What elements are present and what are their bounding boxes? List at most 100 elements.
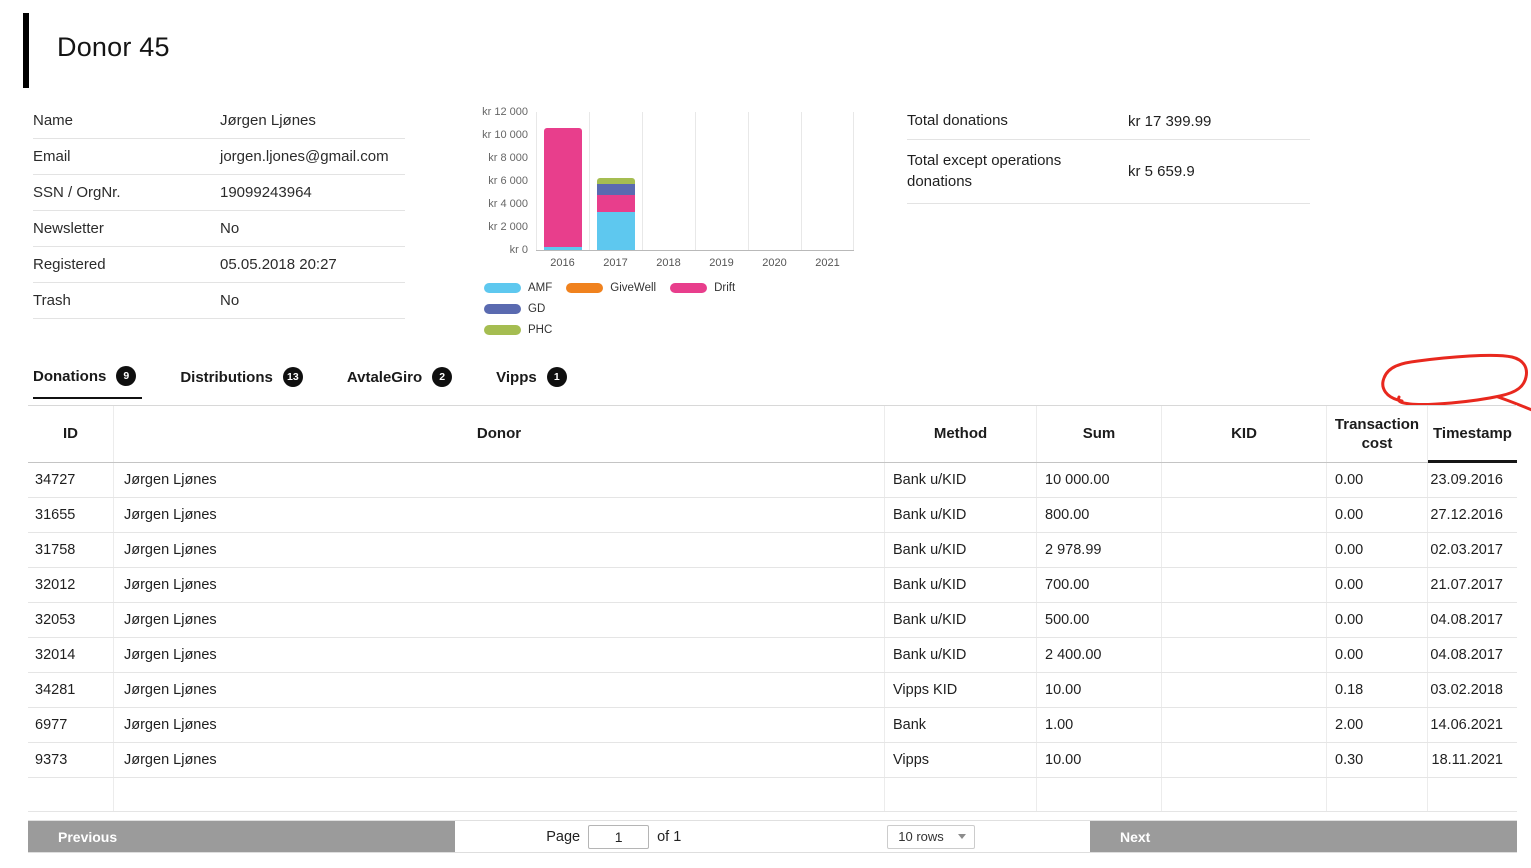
totals-panel: Total donations kr 17 399.99 Total excep… bbox=[907, 103, 1310, 204]
info-label: Registered bbox=[33, 256, 106, 273]
cell-method: Bank u/KID bbox=[884, 533, 1036, 567]
legend-swatch bbox=[670, 283, 708, 293]
chart-legend: AMF GiveWell Drift GD PHC bbox=[484, 282, 814, 345]
cell-id: 31758 bbox=[35, 542, 76, 558]
y-tick-label: kr 8 000 bbox=[488, 152, 528, 164]
cell-kid bbox=[1161, 463, 1326, 497]
table-row[interactable]: 31655 Jørgen Ljønes Bank u/KID 800.00 0.00 27… bbox=[28, 498, 1517, 533]
bar-segment-drift bbox=[543, 128, 582, 247]
page-of-label: of 1 bbox=[657, 828, 682, 845]
info-row: SSN / OrgNr. 19099243964 bbox=[33, 175, 405, 211]
column-header-donor[interactable]: Donor bbox=[113, 406, 884, 462]
gridline bbox=[642, 112, 643, 250]
pager-middle: Page of 1 10 rows bbox=[455, 821, 1090, 852]
cell-id: 9373 bbox=[35, 752, 68, 768]
table-row[interactable]: 32012 Jørgen Ljønes Bank u/KID 700.00 0.00 21… bbox=[28, 568, 1517, 603]
cell-cost: 0.00 bbox=[1326, 568, 1427, 602]
info-value: jorgen.ljones@gmail.com bbox=[220, 148, 389, 165]
cell-sum: 800.00 bbox=[1036, 498, 1161, 532]
column-header-id[interactable]: ID bbox=[63, 425, 78, 443]
legend-label: GiveWell bbox=[610, 282, 657, 294]
tab-distributions[interactable]: Distributions 13 bbox=[180, 366, 309, 399]
tab-label: AvtaleGiro bbox=[346, 368, 423, 386]
tab-donations[interactable]: Donations 9 bbox=[33, 366, 143, 399]
table-row[interactable]: 34727 Jørgen Ljønes Bank u/KID 10 000.00 0.0… bbox=[28, 463, 1517, 498]
cell-id: 32053 bbox=[35, 612, 76, 628]
legend-swatch bbox=[484, 283, 521, 293]
tabs: Donations 9 Distributions 13 AvtaleGiro … bbox=[33, 366, 611, 399]
page-title: Donor 45 bbox=[57, 32, 170, 62]
cell-id: 31655 bbox=[35, 507, 76, 523]
info-label: Email bbox=[33, 148, 71, 165]
cell-donor: Jørgen Ljønes bbox=[113, 568, 884, 602]
next-page-button[interactable]: Next bbox=[1090, 821, 1517, 852]
gridline bbox=[589, 112, 590, 250]
legend-item-amf: AMF bbox=[484, 282, 552, 294]
column-header-timestamp[interactable]: Timestamp bbox=[1427, 406, 1517, 463]
tab-count-badge: 9 bbox=[116, 366, 137, 386]
cell-kid bbox=[1161, 638, 1326, 672]
x-tick-label: 2019 bbox=[709, 257, 734, 269]
cell-timestamp: 04.08.2017 bbox=[1427, 638, 1517, 672]
totals-label: Total donations bbox=[907, 111, 1008, 129]
y-tick-label: kr 6 000 bbox=[488, 175, 528, 187]
cell-kid bbox=[1161, 673, 1326, 707]
table-row[interactable]: 31758 Jørgen Ljønes Bank u/KID 2 978.99 0.00… bbox=[28, 533, 1517, 568]
table-row[interactable]: 34281 Jørgen Ljønes Vipps KID 10.00 0.18 03.0… bbox=[28, 673, 1517, 708]
cell-kid bbox=[1161, 743, 1326, 777]
totals-row: Total donations kr 17 399.99 bbox=[907, 103, 1310, 140]
cell-kid bbox=[1161, 498, 1326, 532]
cell-timestamp: 21.07.2017 bbox=[1427, 568, 1517, 602]
info-value: 05.05.2018 20:27 bbox=[220, 256, 337, 273]
page-label: Page bbox=[546, 828, 581, 845]
cell-donor: Jørgen Ljønes bbox=[113, 603, 884, 637]
bar-segment-phc bbox=[596, 177, 635, 185]
cell-method: Bank u/KID bbox=[884, 498, 1036, 532]
cell-donor: Jørgen Ljønes bbox=[113, 638, 884, 672]
table-row[interactable]: 32053 Jørgen Ljønes Bank u/KID 500.00 0.00 04… bbox=[28, 603, 1517, 638]
bar-column bbox=[642, 112, 695, 250]
chart-plot bbox=[536, 112, 854, 251]
cell-donor: Jørgen Ljønes bbox=[113, 673, 884, 707]
cell-timestamp: 14.06.2021 bbox=[1427, 708, 1517, 742]
column-header-transaction-cost[interactable]: Transaction cost bbox=[1326, 406, 1427, 462]
column-header-method[interactable]: Method bbox=[884, 406, 1036, 462]
x-tick-label: 2017 bbox=[603, 257, 628, 269]
table-row[interactable]: 9373 Jørgen Ljønes Vipps 10.00 0.30 18.11.202… bbox=[28, 743, 1517, 778]
chart-x-axis: 2016 2017 2018 2019 2020 2021 bbox=[536, 257, 854, 269]
table-body: 34727 Jørgen Ljønes Bank u/KID 10 000.00 0.0… bbox=[28, 463, 1517, 812]
cell-empty bbox=[884, 778, 1036, 811]
rows-select-value: 10 rows bbox=[898, 829, 944, 844]
legend-label: AMF bbox=[528, 282, 553, 294]
table-row[interactable]: 32014 Jørgen Ljønes Bank u/KID 2 400.00 0.00… bbox=[28, 638, 1517, 673]
x-tick-label: 2018 bbox=[656, 257, 681, 269]
previous-page-button[interactable]: Previous bbox=[28, 821, 455, 852]
column-header-kid[interactable]: KID bbox=[1161, 406, 1326, 462]
rows-per-page-select[interactable]: 10 rows bbox=[887, 824, 976, 849]
y-tick-label: kr 12 000 bbox=[482, 106, 528, 118]
tab-avtalegiro[interactable]: AvtaleGiro 2 bbox=[347, 366, 458, 399]
tab-vipps[interactable]: Vipps 1 bbox=[496, 366, 573, 399]
cell-sum: 700.00 bbox=[1036, 568, 1161, 602]
column-header-sum[interactable]: Sum bbox=[1036, 406, 1161, 462]
cell-timestamp: 03.02.2018 bbox=[1427, 673, 1517, 707]
cell-timestamp: 18.11.2021 bbox=[1427, 743, 1517, 777]
cell-method: Bank u/KID bbox=[884, 568, 1036, 602]
legend-swatch bbox=[566, 283, 604, 293]
cell-empty bbox=[1161, 778, 1326, 811]
table-row[interactable]: 6977 Jørgen Ljønes Bank 1.00 2.00 14.06.2021 bbox=[28, 708, 1517, 743]
cell-cost: 0.18 bbox=[1326, 673, 1427, 707]
gridline bbox=[748, 112, 749, 250]
cell-method: Vipps KID bbox=[884, 673, 1036, 707]
cell-sum: 500.00 bbox=[1036, 603, 1161, 637]
legend-swatch bbox=[484, 304, 521, 314]
totals-value: kr 5 659.9 bbox=[1128, 163, 1195, 180]
cell-sum: 2 978.99 bbox=[1036, 533, 1161, 567]
table-row-empty bbox=[28, 778, 1517, 812]
cell-sum: 2 400.00 bbox=[1036, 638, 1161, 672]
totals-label: Total except operations donations bbox=[907, 152, 1062, 190]
page-number-input[interactable] bbox=[588, 824, 650, 849]
cell-cost: 0.30 bbox=[1326, 743, 1427, 777]
info-table: Name Jørgen Ljønes Email jorgen.ljones@g… bbox=[33, 103, 405, 319]
cell-kid bbox=[1161, 708, 1326, 742]
